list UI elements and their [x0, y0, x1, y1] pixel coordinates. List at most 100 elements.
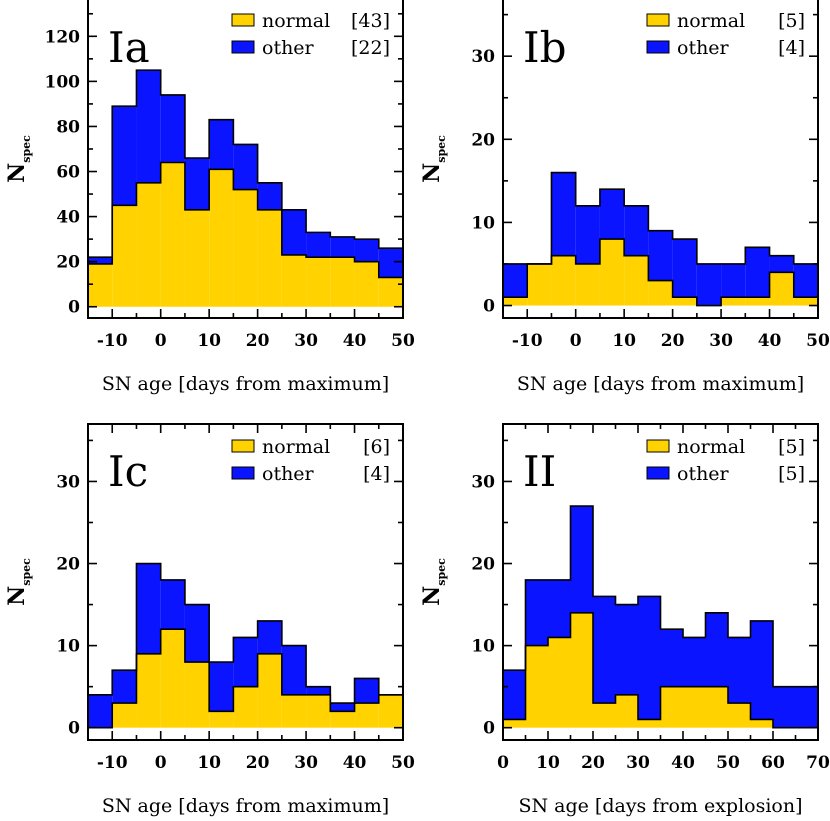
step-line-total — [503, 505, 818, 728]
bar-normal — [233, 189, 258, 307]
legend-item-normal: normal [6] — [231, 436, 390, 458]
bar-other — [184, 604, 210, 663]
y-tick-label: 30 — [471, 47, 495, 67]
bar-other — [721, 263, 746, 298]
bar-other — [209, 119, 234, 170]
bar-normal — [769, 272, 794, 306]
legend-swatch — [231, 40, 255, 54]
bar-normal — [233, 686, 258, 728]
x-tick-label: 50 — [391, 753, 415, 773]
legend-swatch — [231, 439, 255, 453]
x-tick-label: 10 — [536, 753, 560, 773]
bar-other — [354, 239, 379, 262]
x-tick-label: 0 — [497, 753, 509, 773]
bar-normal — [575, 263, 600, 306]
bar-normal — [160, 629, 185, 728]
x-tick-label: 20 — [246, 331, 270, 351]
y-tick-label: 120 — [45, 27, 81, 47]
bar-normal — [184, 209, 210, 307]
x-tick-label: 30 — [626, 753, 650, 773]
bar-other — [745, 247, 770, 298]
bar-normal — [88, 263, 113, 307]
bar-normal — [112, 703, 137, 728]
panel-label-ic: Ic — [108, 447, 148, 496]
bar-normal — [793, 297, 818, 306]
bar-normal — [593, 703, 616, 728]
y-tick-label: 0 — [483, 719, 495, 739]
bar-other — [112, 106, 137, 206]
x-tick-label: -10 — [97, 753, 128, 773]
x-tick-label: 50 — [716, 753, 740, 773]
bar-normal — [209, 711, 234, 728]
y-axis-label-main: N — [419, 586, 445, 606]
bar-other — [793, 263, 818, 298]
bar-normal — [503, 297, 528, 306]
x-tick-label: 30 — [294, 331, 318, 351]
bar-other — [330, 703, 355, 712]
y-tick-label: 100 — [45, 72, 81, 92]
legend-item-other: other [4] — [231, 463, 390, 485]
x-tick-label: 50 — [806, 331, 830, 351]
y-tick-label: 20 — [56, 555, 80, 575]
bar-other — [112, 670, 137, 704]
plot-area — [88, 562, 403, 729]
x-tick-label: 40 — [343, 753, 367, 773]
y-tick-label: 10 — [56, 637, 80, 657]
panel-ia: -10 0 10 20 30 40 50 0 20 40 60 80 100 120 SN age [day… — [4, 0, 415, 395]
y-tick-label: 30 — [471, 472, 495, 492]
panel-label-ii: II — [523, 447, 556, 496]
x-tick-label: 30 — [294, 753, 318, 773]
plot-area — [503, 171, 818, 307]
bar-normal — [378, 277, 403, 307]
bar-other — [281, 209, 307, 255]
panel-label-ib: Ib — [523, 23, 566, 72]
x-tick-label: 10 — [612, 331, 636, 351]
legend-item-normal: normal [5] — [646, 436, 805, 458]
x-tick-label: 0 — [155, 331, 167, 351]
legend-label: normal — [677, 436, 745, 458]
bar-normal — [551, 255, 576, 306]
x-tick-label: -10 — [512, 331, 543, 351]
x-tick-label: 30 — [709, 331, 733, 351]
legend-count: [22] — [351, 37, 390, 59]
bar-other — [257, 182, 282, 210]
legend-label: other — [262, 463, 315, 485]
y-axis-label-main: N — [4, 586, 30, 606]
y-axis-label-sub: spec — [435, 135, 448, 163]
bar-other — [209, 662, 234, 712]
bar-normal — [160, 162, 185, 307]
bar-normal — [257, 653, 282, 728]
bar-other — [795, 686, 818, 728]
bar-other — [88, 694, 113, 728]
bar-other — [503, 670, 526, 720]
y-tick-label: 0 — [483, 297, 495, 317]
bar-other — [503, 263, 528, 298]
x-tick-label: 40 — [671, 753, 695, 773]
panel-ib: -10 0 10 20 30 40 50 0 10 20 30 SN age [days from m… — [419, 0, 830, 395]
y-tick-label: 10 — [471, 637, 495, 657]
step-line-total — [88, 69, 403, 307]
bar-other — [672, 239, 697, 298]
legend-swatch — [231, 13, 255, 27]
bar-other — [615, 604, 638, 695]
bar-other — [728, 637, 751, 704]
bar-normal — [281, 254, 307, 307]
bar-other — [548, 579, 571, 638]
legend-count: [5] — [778, 463, 805, 485]
bar-normal — [750, 719, 773, 728]
legend-count: [4] — [778, 37, 805, 59]
y-axis-label-main: N — [4, 163, 30, 183]
bar-other — [705, 612, 728, 687]
x-tick-label: 20 — [581, 753, 605, 773]
legend-label: other — [262, 37, 315, 59]
bar-normal — [184, 662, 210, 728]
y-axis-label: Nspec — [419, 558, 448, 606]
bar-other — [330, 236, 355, 258]
legend-count: [43] — [351, 10, 390, 32]
bar-other — [750, 620, 773, 720]
bar-normal — [624, 255, 649, 306]
bar-other — [136, 563, 161, 654]
x-tick-label: 40 — [343, 331, 367, 351]
bar-other — [281, 645, 307, 695]
bar-normal — [705, 686, 728, 728]
